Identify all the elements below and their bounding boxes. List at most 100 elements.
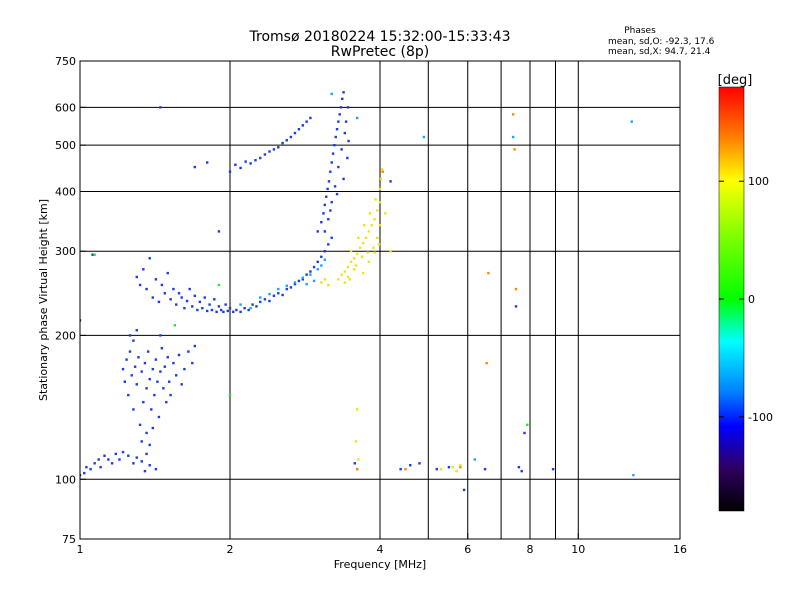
data-point xyxy=(226,309,230,313)
data-point xyxy=(289,135,293,139)
colorbar-ticks: 100 0 -100 xyxy=(719,175,773,424)
data-point xyxy=(172,287,175,291)
data-point xyxy=(451,465,455,469)
data-point xyxy=(630,120,633,123)
data-point xyxy=(160,283,164,287)
data-point xyxy=(150,408,153,411)
data-point xyxy=(376,236,379,240)
data-point xyxy=(343,270,347,273)
data-point xyxy=(487,271,490,275)
y-tick-label: 600 xyxy=(55,101,76,114)
grid xyxy=(80,61,680,539)
data-point xyxy=(358,246,362,249)
data-point xyxy=(341,97,344,101)
data-point xyxy=(259,296,262,299)
data-point xyxy=(320,221,323,224)
data-point xyxy=(378,224,382,227)
chart-title: Tromsø 20180224 15:32:00-15:33:43 xyxy=(249,29,511,45)
data-point xyxy=(163,292,167,295)
data-point xyxy=(285,287,288,291)
data-point xyxy=(361,271,365,275)
data-point xyxy=(217,305,221,308)
data-point xyxy=(334,135,337,139)
data-point xyxy=(228,393,232,397)
data-point xyxy=(384,212,387,215)
data-point xyxy=(323,230,327,233)
data-point xyxy=(632,473,635,477)
data-point xyxy=(312,279,316,283)
data-point xyxy=(146,350,150,353)
stats-heading: Phases xyxy=(624,26,656,36)
data-point xyxy=(175,303,178,306)
data-point xyxy=(85,465,88,469)
data-point xyxy=(337,120,340,123)
data-point xyxy=(191,305,194,308)
data-point xyxy=(301,276,305,279)
data-point xyxy=(373,218,376,221)
data-point xyxy=(320,281,323,284)
data-point xyxy=(364,236,368,240)
data-point xyxy=(357,236,360,240)
x-axis-ticks: 1 2 4 6 8 10 16 xyxy=(77,533,687,556)
data-point xyxy=(138,283,142,287)
data-point xyxy=(132,339,135,342)
data-point xyxy=(263,153,267,156)
data-point xyxy=(123,380,126,383)
data-point xyxy=(323,250,327,253)
data-point xyxy=(367,230,371,233)
data-point xyxy=(133,365,137,368)
data-point xyxy=(354,264,358,267)
data-point xyxy=(153,393,156,397)
data-point xyxy=(339,106,343,109)
x-tick-label: 1 xyxy=(77,543,84,556)
data-point xyxy=(154,358,158,361)
data-point xyxy=(132,462,135,465)
data-point xyxy=(254,159,257,162)
data-point xyxy=(289,286,293,289)
data-point xyxy=(377,243,381,246)
data-point xyxy=(118,458,121,461)
data-point xyxy=(177,292,181,295)
data-point xyxy=(128,350,132,353)
data-point xyxy=(166,271,169,275)
data-point xyxy=(180,383,183,386)
data-point xyxy=(378,200,382,204)
data-point xyxy=(523,431,526,435)
y-tick-label: 300 xyxy=(55,245,76,258)
data-point xyxy=(325,195,328,198)
data-point xyxy=(329,209,332,212)
data-point xyxy=(346,156,349,160)
data-point xyxy=(128,334,132,337)
data-point xyxy=(135,383,138,386)
data-point xyxy=(222,310,225,314)
data-point xyxy=(198,300,202,304)
data-point xyxy=(268,150,271,153)
data-point xyxy=(327,180,331,183)
data-point xyxy=(330,236,333,240)
data-point xyxy=(355,116,359,120)
data-point xyxy=(380,168,384,171)
y-tick-label: 400 xyxy=(55,185,76,198)
data-point xyxy=(360,255,364,259)
data-point xyxy=(175,374,178,377)
x-tick-label: 10 xyxy=(571,543,585,556)
data-point xyxy=(154,278,158,281)
data-point xyxy=(217,230,221,233)
data-point xyxy=(389,180,392,183)
data-point xyxy=(381,170,384,173)
data-point xyxy=(132,408,135,411)
data-point xyxy=(333,143,336,147)
data-point xyxy=(151,296,155,299)
data-point xyxy=(352,268,356,271)
data-point xyxy=(511,135,515,139)
colorbar-tick-label: -100 xyxy=(748,411,773,424)
data-point xyxy=(249,162,252,165)
data-point xyxy=(353,462,356,465)
data-point xyxy=(343,131,347,135)
data-point xyxy=(127,454,130,457)
data-point xyxy=(110,462,114,465)
data-point xyxy=(338,113,341,116)
data-point xyxy=(83,471,86,475)
data-point xyxy=(224,303,227,306)
data-point xyxy=(309,116,312,120)
